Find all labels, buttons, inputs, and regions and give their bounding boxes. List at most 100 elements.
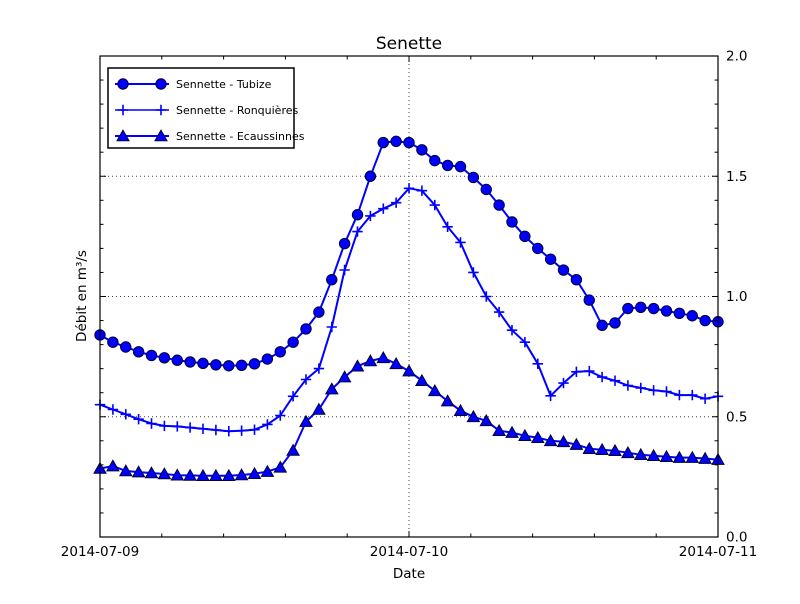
legend-item-ronquieres: Sennette - Ronquières	[115, 104, 298, 117]
plus-marker-icon	[609, 375, 621, 386]
triangle-marker-icon	[260, 464, 275, 477]
circle-marker-icon	[171, 354, 183, 366]
plus-marker-icon	[197, 423, 209, 434]
circle-marker-icon	[377, 136, 389, 149]
plus-marker-icon	[661, 386, 672, 397]
y-tick-label: 0.0	[726, 530, 747, 546]
circle-marker-icon	[403, 136, 415, 149]
circle-marker-icon	[493, 199, 505, 211]
legend-label: Sennette - Ronquières	[176, 104, 298, 117]
triangle-marker-icon	[427, 383, 442, 397]
triangle-marker-icon	[299, 414, 313, 427]
plus-marker-icon	[378, 203, 389, 214]
circle-marker-icon	[467, 171, 480, 184]
triangle-marker-icon	[556, 434, 571, 448]
chart-title: Senette	[376, 34, 442, 54]
circle-marker-icon	[635, 301, 647, 314]
plus-marker-icon	[159, 420, 170, 432]
triangle-marker-icon	[183, 468, 197, 481]
circle-marker-icon	[480, 183, 492, 196]
circle-marker-icon	[274, 346, 286, 358]
triangle-marker-icon	[621, 445, 635, 459]
circle-marker-icon	[132, 346, 145, 358]
y-tick-label: 1.5	[726, 169, 747, 185]
triangle-marker-icon	[659, 449, 674, 462]
circle-marker-icon	[235, 359, 248, 371]
plus-marker-icon	[172, 421, 183, 432]
triangle-marker-icon	[196, 468, 210, 481]
triangle-marker-icon	[595, 442, 609, 455]
series-layer	[93, 135, 725, 481]
circle-marker-icon	[532, 242, 544, 255]
plus-marker-icon	[584, 365, 595, 377]
plus-marker-icon	[287, 391, 299, 402]
triangle-marker-icon	[505, 425, 519, 438]
triangle-marker-icon	[118, 464, 133, 477]
circle-marker-icon	[609, 317, 621, 329]
plus-marker-icon	[403, 183, 415, 194]
plus-marker-icon	[107, 404, 119, 415]
plus-marker-icon	[313, 363, 325, 374]
triangle-marker-icon	[131, 465, 146, 478]
triangle-marker-icon	[466, 409, 481, 423]
plus-marker-icon	[635, 382, 646, 394]
plus-marker-icon	[674, 389, 685, 401]
circle-marker-icon	[117, 78, 129, 90]
circle-marker-icon	[351, 209, 364, 221]
plus-marker-icon	[117, 104, 129, 116]
circle-marker-icon	[300, 323, 312, 335]
plus-marker-icon	[155, 104, 167, 116]
circle-marker-icon	[338, 237, 351, 250]
circle-marker-icon	[596, 319, 608, 332]
circle-marker-icon	[557, 264, 570, 276]
plus-marker-icon	[442, 221, 453, 232]
legend: Sennette - Tubize Sennette - Ronquières …	[107, 67, 305, 149]
y-tick-label: 0.5	[726, 409, 747, 425]
circle-marker-icon	[107, 336, 119, 348]
triangle-marker-icon	[154, 129, 168, 142]
circle-marker-icon	[699, 314, 711, 327]
circle-marker-icon	[506, 216, 518, 228]
triangle-marker-icon	[569, 437, 584, 450]
plus-marker-icon	[249, 424, 260, 435]
plus-marker-icon	[429, 199, 440, 211]
y-axis-label: Débit en m³/s	[74, 250, 90, 342]
circle-marker-icon	[454, 160, 467, 173]
plus-marker-icon	[352, 226, 363, 237]
circle-marker-icon	[647, 302, 660, 315]
circle-marker-icon	[145, 349, 158, 362]
y-tick-label: 2.0	[726, 49, 747, 65]
plus-marker-icon	[326, 321, 337, 333]
y-tick-label: 1.0	[726, 289, 747, 305]
series-0	[94, 135, 724, 372]
triangle-marker-icon	[116, 129, 130, 142]
triangle-marker-icon	[273, 460, 288, 473]
x-axis-label: Date	[393, 566, 425, 582]
circle-marker-icon	[261, 353, 274, 365]
circle-marker-icon	[673, 307, 686, 320]
grid-layer	[100, 56, 718, 537]
triangle-marker-icon	[221, 468, 236, 481]
circle-marker-icon	[660, 305, 673, 317]
plus-marker-icon	[699, 393, 711, 404]
triangle-marker-icon	[376, 350, 391, 364]
circle-marker-icon	[313, 306, 325, 318]
triangle-marker-icon	[608, 443, 622, 456]
triangle-marker-icon	[440, 394, 455, 407]
legend-box	[107, 67, 295, 149]
legend-item-tubize: Sennette - Tubize	[115, 78, 272, 91]
triangle-marker-icon	[479, 413, 494, 427]
tick-layer	[99, 55, 719, 538]
circle-marker-icon	[686, 310, 698, 322]
plus-marker-icon	[596, 371, 608, 383]
plus-marker-icon	[146, 418, 157, 429]
circle-marker-icon	[184, 356, 196, 368]
triangle-marker-icon	[543, 433, 558, 447]
triangle-marker-icon	[685, 450, 700, 463]
triangle-marker-icon	[402, 364, 416, 377]
circle-marker-icon	[390, 135, 402, 148]
circle-marker-icon	[248, 358, 261, 370]
circle-marker-icon	[519, 230, 531, 243]
